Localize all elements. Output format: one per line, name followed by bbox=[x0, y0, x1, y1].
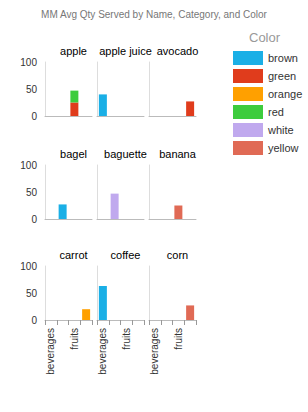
svg-text:corn: corn bbox=[167, 249, 188, 261]
svg-text:beverages: beverages bbox=[97, 328, 108, 375]
svg-text:Color: Color bbox=[249, 30, 281, 45]
svg-text:green: green bbox=[268, 70, 296, 82]
svg-text:apple: apple bbox=[60, 45, 87, 57]
svg-text:baguette: baguette bbox=[104, 148, 147, 160]
svg-text:fruits: fruits bbox=[69, 328, 80, 350]
svg-text:50: 50 bbox=[26, 288, 38, 299]
svg-text:carrot: carrot bbox=[59, 249, 87, 261]
svg-text:fruits: fruits bbox=[173, 328, 184, 350]
svg-text:orange: orange bbox=[268, 88, 302, 100]
svg-text:0: 0 bbox=[31, 111, 37, 122]
svg-text:0: 0 bbox=[31, 315, 37, 326]
svg-text:red: red bbox=[268, 106, 284, 118]
svg-text:50: 50 bbox=[26, 187, 38, 198]
svg-text:beverages: beverages bbox=[45, 328, 56, 375]
svg-text:coffee: coffee bbox=[111, 249, 141, 261]
svg-text:white: white bbox=[267, 124, 294, 136]
svg-text:50: 50 bbox=[26, 84, 38, 95]
svg-text:yellow: yellow bbox=[268, 142, 299, 154]
svg-text:brown: brown bbox=[268, 52, 298, 64]
svg-text:avocado: avocado bbox=[157, 45, 199, 57]
svg-text:100: 100 bbox=[20, 160, 37, 171]
svg-text:banana: banana bbox=[159, 148, 197, 160]
svg-text:fruits: fruits bbox=[121, 328, 132, 350]
svg-text:100: 100 bbox=[20, 261, 37, 272]
svg-text:0: 0 bbox=[31, 214, 37, 225]
svg-text:MM Avg Qty Served by Name, Cat: MM Avg Qty Served by Name, Category, and… bbox=[41, 9, 268, 20]
svg-text:bagel: bagel bbox=[60, 148, 87, 160]
svg-text:100: 100 bbox=[20, 57, 37, 68]
svg-text:beverages: beverages bbox=[149, 328, 160, 375]
svg-text:apple juice: apple juice bbox=[99, 45, 152, 57]
